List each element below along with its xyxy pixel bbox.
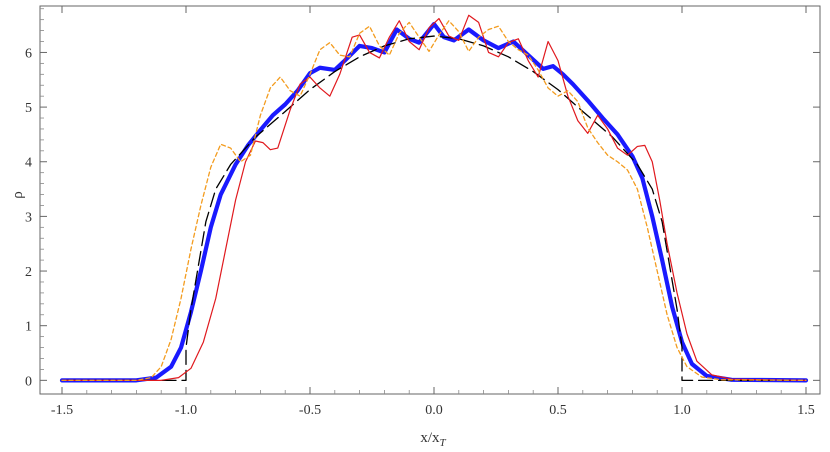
x-tick-label: -0.5 [299, 403, 321, 418]
series-line-dashed-orange [61, 20, 807, 381]
x-tick-label: 1.5 [797, 403, 815, 418]
series-layer [59, 14, 809, 383]
x-tick-label: 0.0 [425, 403, 443, 418]
y-axis-title: ρ [10, 191, 26, 199]
x-tick-label: 0.5 [549, 403, 567, 418]
y-tick-label: 1 [25, 320, 32, 335]
series-line-dashed-black [61, 35, 807, 381]
plot-frame [39, 5, 821, 395]
y-tick-label: 3 [25, 210, 32, 225]
y-tick-label: 4 [25, 156, 32, 171]
series-line-solid-red [61, 14, 807, 381]
y-tick-label: 5 [25, 101, 32, 116]
y-tick-label: 2 [25, 265, 32, 280]
x-tick-label: 1.0 [673, 403, 691, 418]
x-axis-title-main: x/x [420, 430, 440, 446]
x-axis-title-subscript: T [440, 437, 447, 449]
x-axis-title: x/xT [420, 430, 446, 449]
y-tick-label: 6 [25, 46, 32, 61]
x-tick-label: -1.0 [175, 403, 197, 418]
tick-layer: -1.5 -1.0 -0.5 0.0 0.5 1.0 1.5 0 1 2 3 4 5 6 [25, 6, 820, 418]
x-tick-label: -1.5 [51, 403, 73, 418]
y-tick-label: 0 [25, 374, 32, 389]
